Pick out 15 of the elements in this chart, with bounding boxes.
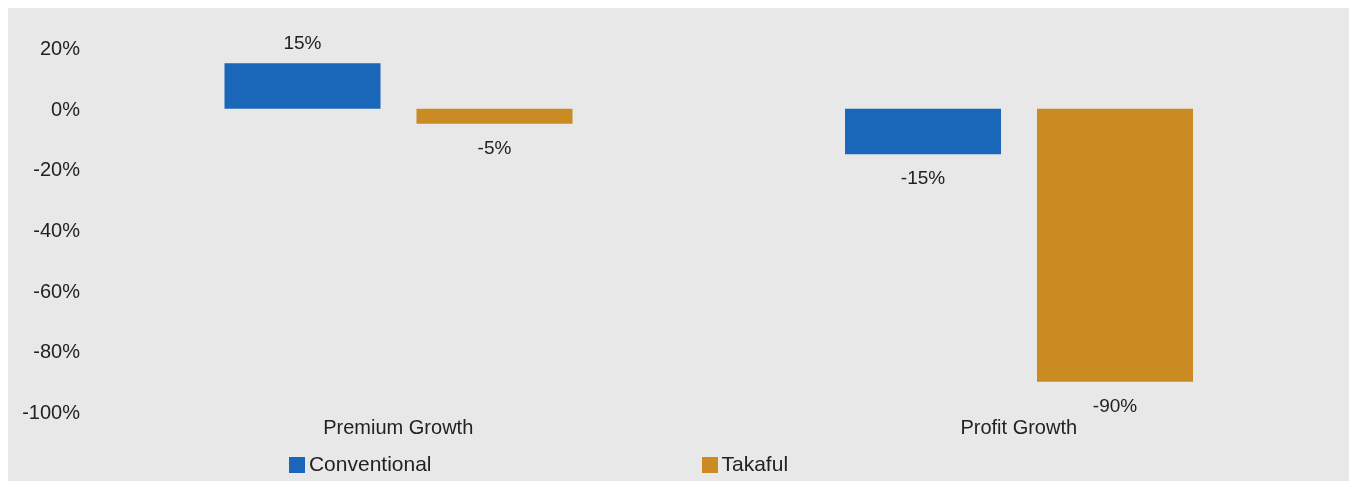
y-tick-label: -40% [33,219,81,242]
y-tick-label: 0% [51,97,81,120]
y-tick-label: -100% [22,401,81,424]
y-tick-label: 20% [39,37,81,60]
y-tick-label: -80% [33,340,81,363]
y-tick-label: -20% [33,158,81,181]
x-tick-label: Premium Growth [323,416,474,439]
data-label: 15% [283,32,322,54]
data-label: -90% [1092,394,1138,416]
legend-label: Conventional [308,452,432,475]
data-label: -15% [900,167,946,189]
data-label: -5% [477,136,512,158]
y-tick-label: -60% [33,279,81,302]
x-tick-label: Profit Growth [960,416,1078,439]
legend-label: Takaful [721,452,789,475]
